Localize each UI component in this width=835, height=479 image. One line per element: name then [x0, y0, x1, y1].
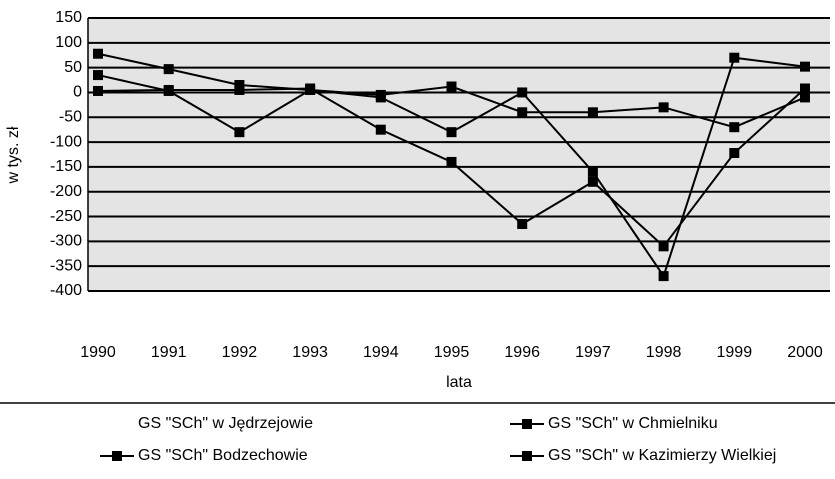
data-point [517, 87, 528, 98]
x-tick-label: 1992 [222, 344, 258, 361]
legend-label: GS "SCh" w Chmielniku [548, 415, 718, 432]
x-tick-label: 1998 [646, 344, 682, 361]
y-tick-label: -100 [50, 133, 82, 150]
data-point [587, 166, 598, 177]
x-tick-label: 1991 [151, 344, 187, 361]
y-tick-label: -150 [50, 158, 82, 175]
data-point [658, 271, 669, 282]
y-tick-label: 150 [55, 9, 82, 26]
data-point [234, 84, 245, 95]
y-tick-label: -200 [50, 183, 82, 200]
y-tick-label: 0 [73, 84, 82, 101]
x-tick-label: 1997 [575, 344, 611, 361]
x-tick-label: 1994 [363, 344, 399, 361]
plot-area [88, 18, 830, 291]
data-point [658, 102, 669, 113]
y-tick-label: -400 [50, 282, 82, 299]
data-point [93, 48, 103, 59]
x-axis-label: lata [446, 374, 472, 391]
y-tick-label: -250 [50, 208, 82, 225]
data-point [93, 85, 103, 96]
x-tick-label: 1993 [292, 344, 328, 361]
x-tick-label: 1995 [434, 344, 470, 361]
data-point [517, 218, 528, 229]
legend-marker [522, 451, 532, 461]
data-point [729, 122, 740, 133]
data-point [800, 92, 810, 103]
data-point [375, 92, 386, 103]
y-tick-label: 50 [64, 59, 82, 76]
data-point [587, 176, 598, 187]
y-tick-label: -50 [59, 108, 82, 125]
data-point [375, 124, 386, 135]
data-point [234, 127, 245, 138]
y-tick-label: 100 [55, 34, 82, 51]
y-tick-label: -300 [50, 233, 82, 250]
x-tick-label: 2000 [787, 344, 823, 361]
x-tick-label: 1990 [80, 344, 116, 361]
legend-label: GS "SCh" w Kazimierzy Wielkiej [548, 447, 776, 464]
x-tick-label: 1999 [717, 344, 753, 361]
data-point [658, 241, 669, 252]
data-point [587, 107, 598, 118]
data-point [446, 156, 457, 167]
x-tick-label: 1996 [504, 344, 540, 361]
data-point [163, 64, 174, 75]
legend-marker [522, 419, 532, 429]
legend-marker [112, 451, 122, 461]
data-point [729, 52, 740, 63]
legend-label: GS "SCh" w Jędrzejowie [138, 415, 313, 432]
data-point [800, 83, 810, 94]
data-point [446, 81, 457, 92]
y-tick-label: -350 [50, 257, 82, 274]
data-point [163, 84, 174, 95]
data-point [446, 127, 457, 138]
data-point [305, 83, 316, 94]
data-point [800, 61, 810, 72]
data-point [729, 148, 740, 159]
data-point [93, 70, 103, 81]
legend-label: GS "SCh" Bodzechowie [138, 447, 308, 464]
y-axis-label: w tys. zł [5, 126, 22, 184]
data-point [517, 107, 528, 118]
